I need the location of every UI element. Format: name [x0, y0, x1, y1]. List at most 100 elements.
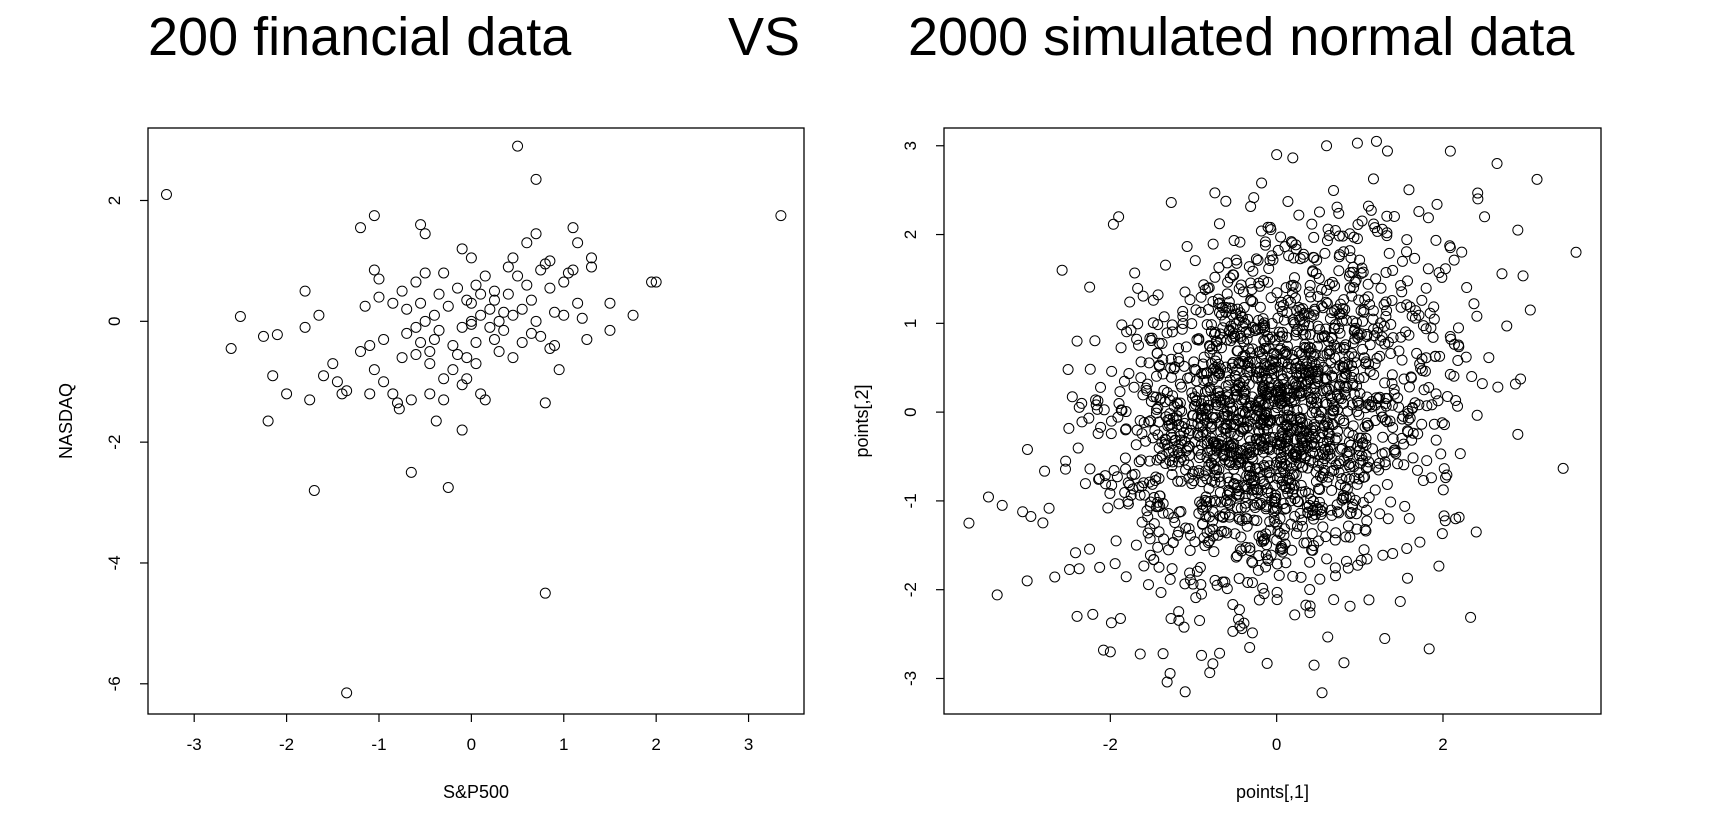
right-data-point	[1166, 468, 1178, 480]
right-data-point	[1232, 303, 1244, 315]
right-data-point	[1214, 390, 1226, 402]
right-data-point	[1380, 310, 1392, 322]
right-data-point	[1453, 511, 1465, 523]
right-data-point	[1428, 301, 1440, 313]
right-data-point	[1339, 481, 1351, 493]
right-data-point	[1183, 449, 1195, 461]
right-data-point	[1353, 373, 1365, 385]
right-data-point	[1194, 561, 1206, 573]
right-data-point	[1461, 282, 1473, 294]
right-data-point	[1294, 411, 1306, 423]
right-data-point	[1177, 317, 1189, 329]
right-y-tick-label: -2	[901, 582, 920, 597]
right-data-point	[1264, 460, 1276, 472]
right-data-point	[1257, 319, 1269, 331]
right-data-point	[1190, 364, 1202, 376]
right-data-point	[1173, 419, 1185, 431]
right-data-point	[1155, 586, 1167, 598]
right-data-point	[1360, 439, 1372, 451]
right-data-point	[1130, 539, 1142, 551]
right-data-point	[1217, 322, 1229, 334]
left-plot-frame	[147, 127, 805, 715]
right-data-point	[1201, 473, 1213, 485]
left-data-point	[387, 388, 399, 400]
right-data-point	[1352, 440, 1364, 452]
right-data-point	[1134, 648, 1146, 660]
right-data-point	[1344, 282, 1356, 294]
right-data-point	[1146, 478, 1158, 490]
right-data-point	[1333, 507, 1345, 519]
right-data-point	[1147, 391, 1159, 403]
right-data-point	[1147, 317, 1159, 329]
right-data-point	[1172, 475, 1184, 487]
left-y-axis-label: NASDAQ	[56, 383, 76, 459]
right-data-point	[1099, 470, 1111, 482]
right-data-point	[1209, 187, 1221, 199]
right-data-point	[1253, 397, 1265, 409]
right-data-point	[1319, 247, 1331, 259]
right-data-point	[1196, 368, 1208, 380]
left-data-point	[484, 303, 496, 315]
left-data-point	[405, 394, 417, 406]
right-data-point	[1209, 574, 1221, 586]
right-data-point	[1334, 455, 1346, 467]
right-data-point	[1275, 343, 1287, 355]
right-data-point	[1255, 414, 1267, 426]
right-data-point	[1388, 384, 1400, 396]
right-data-point	[1399, 500, 1411, 512]
right-data-point	[1395, 279, 1407, 291]
left-data-point	[415, 219, 427, 231]
right-data-point	[1102, 502, 1114, 514]
right-data-point	[1097, 644, 1109, 656]
right-data-point	[1378, 320, 1390, 332]
right-data-point	[1189, 536, 1201, 548]
right-data-point	[1418, 384, 1430, 396]
right-data-point	[1193, 334, 1205, 346]
right-data-point	[1411, 347, 1423, 359]
right-data-point	[1281, 340, 1293, 352]
right-data-point	[1241, 333, 1253, 345]
right-data-point	[1231, 390, 1243, 402]
right-data-point	[1114, 386, 1126, 398]
left-data-point	[415, 336, 427, 348]
left-data-point	[225, 343, 237, 355]
right-data-point	[1225, 418, 1237, 430]
right-data-point	[1369, 222, 1381, 234]
right-data-point	[1043, 502, 1055, 514]
right-data-point	[1232, 345, 1244, 357]
right-data-point	[1195, 409, 1207, 421]
left-data-point	[419, 228, 431, 240]
right-data-point	[1095, 381, 1107, 393]
right-data-point	[1090, 394, 1102, 406]
right-data-point	[1144, 549, 1156, 561]
right-data-point	[1395, 301, 1407, 313]
right-data-point	[1333, 265, 1345, 277]
right-data-point	[1210, 335, 1222, 347]
right-data-point	[1304, 607, 1316, 619]
right-chart-title: 2000 simulated normal data	[908, 7, 1575, 67]
right-data-point	[1179, 686, 1191, 698]
right-data-point	[1401, 542, 1413, 554]
right-data-point	[1400, 326, 1412, 338]
right-data-point	[1207, 374, 1219, 386]
right-data-point	[1092, 427, 1104, 439]
right-x-axis-label: points[,1]	[1236, 782, 1309, 802]
left-data-point	[327, 358, 339, 370]
left-data-point	[271, 329, 283, 341]
right-data-point	[1208, 546, 1220, 558]
right-data-point	[1221, 288, 1233, 300]
right-data-point	[1272, 312, 1284, 324]
right-data-point	[1358, 544, 1370, 556]
right-data-point	[1319, 330, 1331, 342]
right-data-point	[1439, 515, 1451, 527]
right-data-point	[1297, 251, 1309, 263]
right-data-point	[1199, 284, 1211, 296]
right-data-point	[1211, 442, 1223, 454]
right-data-point	[1154, 394, 1166, 406]
right-data-point	[1377, 431, 1389, 443]
left-data-point	[405, 466, 417, 478]
right-data-point	[1073, 401, 1085, 413]
left-data-point	[553, 364, 565, 376]
right-data-point	[1221, 367, 1233, 379]
right-data-point	[1213, 218, 1225, 230]
